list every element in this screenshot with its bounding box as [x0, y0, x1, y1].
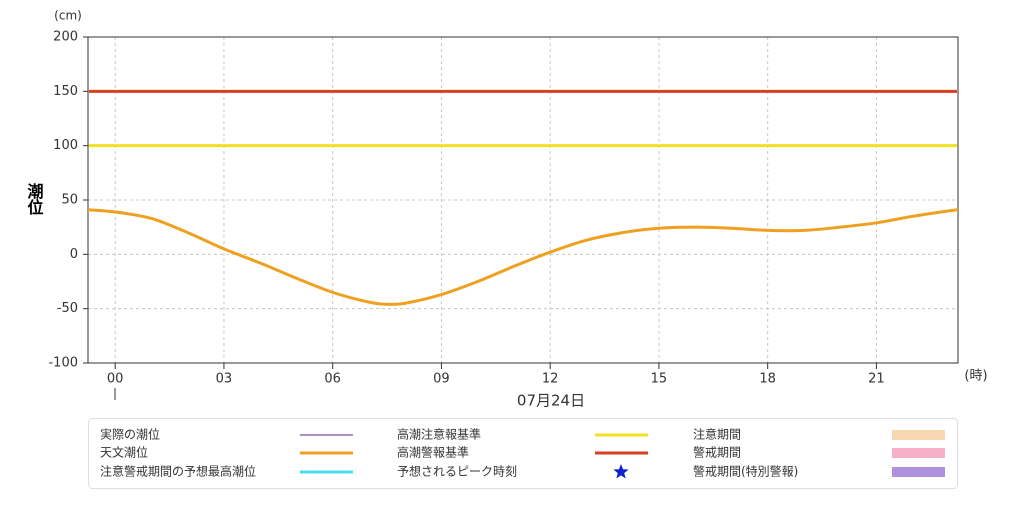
x-unit: (時) [964, 369, 987, 384]
legend-swatch [892, 448, 945, 458]
legend-label: 天文潮位 [100, 445, 148, 460]
y-unit: (cm) [54, 9, 82, 23]
x-tick-label: 21 [868, 372, 885, 387]
legend-star [613, 464, 629, 479]
legend-label: 予想されるピーク時刻 [397, 464, 517, 479]
y-label: 潮位 [25, 182, 44, 216]
legend-label: 高潮注意報基準 [397, 427, 481, 442]
x-tick-label: 00 [107, 372, 124, 387]
legend-swatch [892, 467, 945, 477]
date-label: 07月24日 [517, 392, 585, 410]
x-tick-label: 15 [651, 372, 668, 387]
legend-label: 注意期間 [693, 427, 741, 442]
plot-frame [87, 36, 959, 364]
y-tick-label: 100 [53, 138, 78, 153]
tide-line [87, 208, 959, 306]
x-tick-label: 03 [216, 372, 233, 387]
x-tick-label: 12 [542, 372, 559, 387]
legend-swatch [892, 430, 945, 440]
legend-label: 警戒期間 [693, 445, 741, 460]
x-tick-label: 09 [433, 372, 450, 387]
y-tick-label: -100 [48, 356, 78, 371]
y-tick-label: 0 [70, 247, 78, 262]
legend-label: 注意警戒期間の予想最高潮位 [100, 464, 256, 479]
legend-label: 高潮警報基準 [397, 445, 469, 460]
y-tick-label: 150 [53, 84, 78, 99]
legend-label: 実際の潮位 [100, 427, 160, 442]
x-tick-label: 06 [324, 372, 341, 387]
x-tick-label: 18 [759, 372, 776, 387]
y-tick-label: 50 [61, 193, 78, 208]
legend-label: 警戒期間(特別警報) [693, 464, 798, 479]
y-tick-label: -50 [57, 301, 78, 316]
y-tick-label: 200 [53, 30, 78, 45]
